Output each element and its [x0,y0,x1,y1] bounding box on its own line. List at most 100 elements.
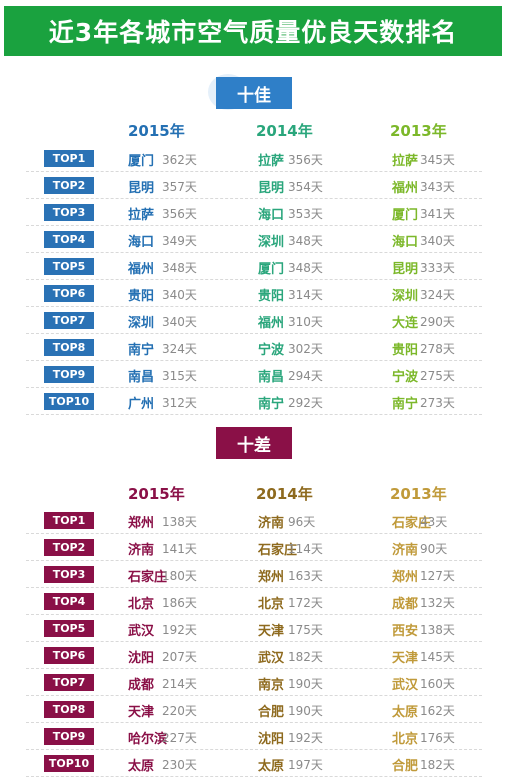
rank-badge: TOP7 [44,312,94,329]
days-2014: 163天 [288,569,323,583]
city-2013: 深圳 [392,289,419,304]
best-section-label: 十佳 [216,77,292,109]
days-2014: 172天 [288,596,323,610]
days-2013: 340天 [420,234,455,248]
city-2013: 西安 [392,624,419,639]
city-2015: 拉萨 [128,208,155,223]
table-row: TOP10 太原 230天 太原 197天 合肥 182天 [26,750,482,777]
days-2013: 90天 [420,542,448,556]
days-2015: 207天 [162,650,197,664]
city-2014: 贵阳 [258,289,285,304]
city-2015: 南昌 [128,370,155,385]
days-2015: 324天 [162,342,197,356]
worst-year-header: 2015年 2014年 2013年 [0,483,506,505]
city-2013: 成都 [392,597,419,612]
days-2014: 96天 [288,515,316,529]
days-2013: 182天 [420,758,455,772]
days-2015: 220天 [162,704,197,718]
city-2015: 天津 [128,705,155,720]
table-row: TOP1 厦门 362天 拉萨 356天 拉萨 345天 [26,145,482,172]
days-2014: 310天 [288,315,323,329]
city-2014: 厦门 [258,262,285,277]
city-2013: 拉萨 [392,154,419,169]
city-2013: 昆明 [392,262,419,277]
days-2014: 348天 [288,261,323,275]
days-2015: 357天 [162,180,197,194]
days-2013: 160天 [420,677,455,691]
days-2014: 190天 [288,704,323,718]
days-2015: 349天 [162,234,197,248]
city-2015: 海口 [128,235,155,250]
days-2015: 138天 [162,515,197,529]
year-2013: 2013年 [390,122,447,140]
days-2013: 127天 [420,569,455,583]
city-2015: 武汉 [128,624,155,639]
days-2015: 340天 [162,315,197,329]
days-2013: 290天 [420,315,455,329]
days-2014: 292天 [288,396,323,410]
days-2013: 275天 [420,369,455,383]
city-2013: 厦门 [392,208,419,223]
rank-badge: TOP4 [44,231,94,248]
city-2014: 郑州 [258,570,285,585]
city-2013: 石家庄 [392,516,432,531]
year-2014: 2014年 [256,485,313,503]
table-row: TOP6 贵阳 340天 贵阳 314天 深圳 324天 [26,280,482,307]
city-2013: 南宁 [392,397,419,412]
city-2015: 成都 [128,678,155,693]
days-2014: 314天 [288,288,323,302]
table-row: TOP8 南宁 324天 宁波 302天 贵阳 278天 [26,334,482,361]
days-2014: 114天 [288,542,323,556]
city-2014: 拉萨 [258,154,285,169]
city-2015: 福州 [128,262,155,277]
year-2015: 2015年 [128,122,185,140]
city-2013: 福州 [392,181,419,196]
city-2015: 贵阳 [128,289,155,304]
days-2015: 230天 [162,758,197,772]
city-2013: 北京 [392,732,419,747]
city-2013: 合肥 [392,759,419,774]
days-2014: 175天 [288,623,323,637]
days-2015: 180天 [162,569,197,583]
table-row: TOP9 哈尔滨 227天 沈阳 192天 北京 176天 [26,723,482,750]
city-2014: 合肥 [258,705,285,720]
rank-badge: TOP4 [44,593,94,610]
days-2013: 345天 [420,153,455,167]
rank-badge: TOP5 [44,620,94,637]
days-2014: 348天 [288,234,323,248]
table-row: TOP5 福州 348天 厦门 348天 昆明 333天 [26,253,482,280]
rank-badge: TOP8 [44,339,94,356]
city-2015: 南宁 [128,343,155,358]
city-2013: 天津 [392,651,419,666]
table-row: TOP4 北京 186天 北京 172天 成都 132天 [26,588,482,615]
year-2014: 2014年 [256,122,313,140]
city-2015: 深圳 [128,316,155,331]
days-2015: 227天 [162,731,197,745]
city-2015: 厦门 [128,154,155,169]
days-2014: 197天 [288,758,323,772]
rank-badge: TOP5 [44,258,94,275]
city-2013: 海口 [392,235,419,250]
city-2015: 济南 [128,543,155,558]
days-2014: 353天 [288,207,323,221]
days-2014: 192天 [288,731,323,745]
city-2015: 太原 [128,759,155,774]
days-2013: 138天 [420,623,455,637]
table-row: TOP7 成都 214天 南京 190天 武汉 160天 [26,669,482,696]
city-2014: 济南 [258,516,285,531]
days-2014: 354天 [288,180,323,194]
city-2014: 海口 [258,208,285,223]
city-2013: 贵阳 [392,343,419,358]
page-title: 近3年各城市空气质量优良天数排名 [4,6,502,56]
rank-badge: TOP10 [44,755,94,772]
days-2013: 278天 [420,342,455,356]
city-2014: 宁波 [258,343,285,358]
days-2014: 356天 [288,153,323,167]
rank-badge: TOP8 [44,701,94,718]
city-2015: 沈阳 [128,651,155,666]
days-2015: 356天 [162,207,197,221]
table-row: TOP8 天津 220天 合肥 190天 太原 162天 [26,696,482,723]
worst-ranking-table: TOP1 郑州 138天 济南 96天 石家庄 43天 TOP2 济南 141天 石家庄 114天 济南… [26,507,482,777]
table-row: TOP2 济南 141天 石家庄 114天 济南 90天 [26,534,482,561]
days-2013: 162天 [420,704,455,718]
